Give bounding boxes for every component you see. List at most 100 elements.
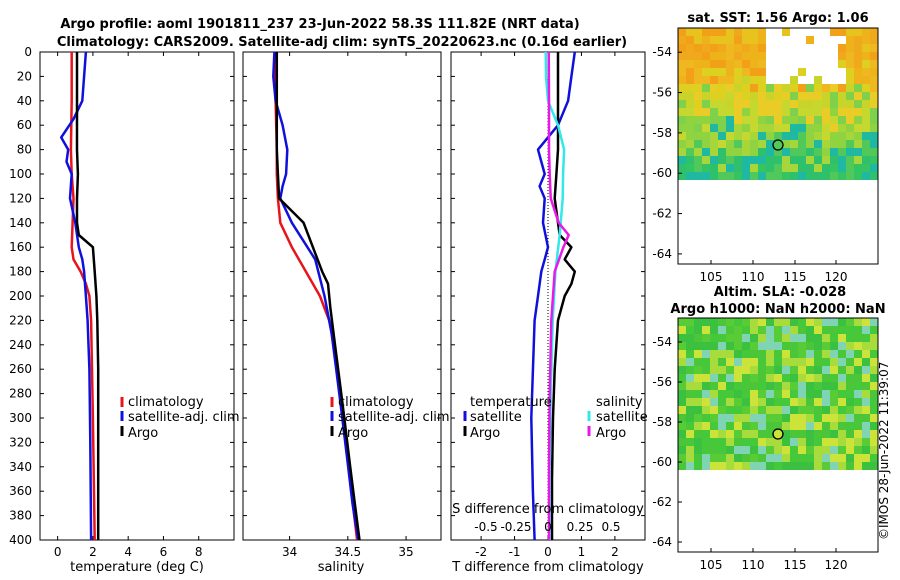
map-cell bbox=[830, 140, 838, 148]
map-cell bbox=[750, 28, 758, 36]
map-cell bbox=[790, 108, 798, 116]
map-cell bbox=[830, 92, 838, 100]
map-cell bbox=[742, 36, 750, 44]
map-cell bbox=[814, 116, 822, 124]
map-cell bbox=[774, 422, 782, 430]
map-cell bbox=[710, 334, 718, 342]
map-cell bbox=[798, 398, 806, 406]
map-cell bbox=[774, 84, 782, 92]
map-cell bbox=[734, 92, 742, 100]
map-cell bbox=[822, 334, 830, 342]
map-cell bbox=[758, 36, 766, 44]
map-cell bbox=[838, 382, 846, 390]
map-cell bbox=[838, 342, 846, 350]
map-cell bbox=[838, 446, 846, 454]
map-cell bbox=[830, 318, 838, 326]
map-cell bbox=[718, 366, 726, 374]
map-y-tick-label: -58 bbox=[652, 126, 672, 140]
map-cell bbox=[870, 430, 878, 438]
map-cell bbox=[822, 350, 830, 358]
map-cell bbox=[862, 414, 870, 422]
map-cell bbox=[806, 148, 814, 156]
map-cell bbox=[694, 164, 702, 172]
map-cell bbox=[678, 390, 686, 398]
map-cell bbox=[694, 438, 702, 446]
map-cell bbox=[806, 374, 814, 382]
map-cell bbox=[678, 100, 686, 108]
map-cell bbox=[838, 318, 846, 326]
map-cell bbox=[734, 398, 742, 406]
map-cell bbox=[782, 382, 790, 390]
map-cell bbox=[814, 462, 822, 470]
map-cell bbox=[822, 116, 830, 124]
map-cell bbox=[686, 68, 694, 76]
map-cell bbox=[838, 116, 846, 124]
map-cell bbox=[726, 28, 734, 36]
sla-argo-marker bbox=[772, 428, 784, 440]
map-cell bbox=[726, 438, 734, 446]
map-cell bbox=[742, 84, 750, 92]
map-cell bbox=[830, 350, 838, 358]
map-cell bbox=[806, 156, 814, 164]
map-cell bbox=[790, 326, 798, 334]
legend-temperature-header: temperature bbox=[470, 395, 552, 410]
map-cell bbox=[734, 350, 742, 358]
map-cell bbox=[782, 438, 790, 446]
map-cell bbox=[686, 326, 694, 334]
map-cell bbox=[806, 414, 814, 422]
map-cell bbox=[678, 398, 686, 406]
map-cell bbox=[806, 326, 814, 334]
map-cell bbox=[710, 132, 718, 140]
map-cell bbox=[734, 164, 742, 172]
map-cell bbox=[750, 84, 758, 92]
map-cell bbox=[678, 132, 686, 140]
map-cell bbox=[846, 140, 854, 148]
map-cell bbox=[862, 92, 870, 100]
map-cell bbox=[694, 52, 702, 60]
map-cell bbox=[822, 446, 830, 454]
map-cell bbox=[718, 132, 726, 140]
map-cell bbox=[774, 446, 782, 454]
map-cell bbox=[702, 422, 710, 430]
map-cell bbox=[726, 124, 734, 132]
map-cell bbox=[870, 438, 878, 446]
map-cell bbox=[838, 100, 846, 108]
map-cell bbox=[718, 92, 726, 100]
map-cell bbox=[814, 366, 822, 374]
map-cell bbox=[814, 406, 822, 414]
legend-satellite-label: satellite-adj. clim bbox=[338, 410, 450, 425]
map-cell bbox=[806, 132, 814, 140]
map-cell bbox=[782, 92, 790, 100]
map-cell bbox=[710, 430, 718, 438]
map-cell bbox=[814, 390, 822, 398]
map-cell bbox=[766, 108, 774, 116]
map-cell bbox=[718, 342, 726, 350]
map-cell bbox=[750, 382, 758, 390]
map-cell bbox=[718, 28, 726, 36]
map-cell bbox=[678, 462, 686, 470]
map-cell bbox=[726, 398, 734, 406]
map-cell bbox=[710, 422, 718, 430]
map-cell bbox=[678, 358, 686, 366]
map-cell bbox=[854, 92, 862, 100]
map-cell bbox=[774, 438, 782, 446]
map-cell bbox=[686, 374, 694, 382]
map-cell bbox=[750, 172, 758, 180]
map-cell bbox=[846, 52, 854, 60]
map-x-tick-label: 110 bbox=[742, 270, 765, 284]
map-cell bbox=[726, 358, 734, 366]
map-cell bbox=[726, 140, 734, 148]
map-cell bbox=[694, 390, 702, 398]
map-cell bbox=[862, 140, 870, 148]
map-cell bbox=[830, 326, 838, 334]
map-cell bbox=[726, 148, 734, 156]
map-cell bbox=[678, 366, 686, 374]
map-cell bbox=[790, 390, 798, 398]
map-cell bbox=[718, 358, 726, 366]
depth-tick-label: 380 bbox=[9, 509, 32, 523]
map-cell bbox=[838, 454, 846, 462]
map-cell bbox=[830, 406, 838, 414]
salinity-difference-ticks: -0.5 -0.25 0 0.25 0.5 bbox=[474, 520, 620, 534]
map-cell bbox=[766, 374, 774, 382]
map-cell bbox=[718, 44, 726, 52]
